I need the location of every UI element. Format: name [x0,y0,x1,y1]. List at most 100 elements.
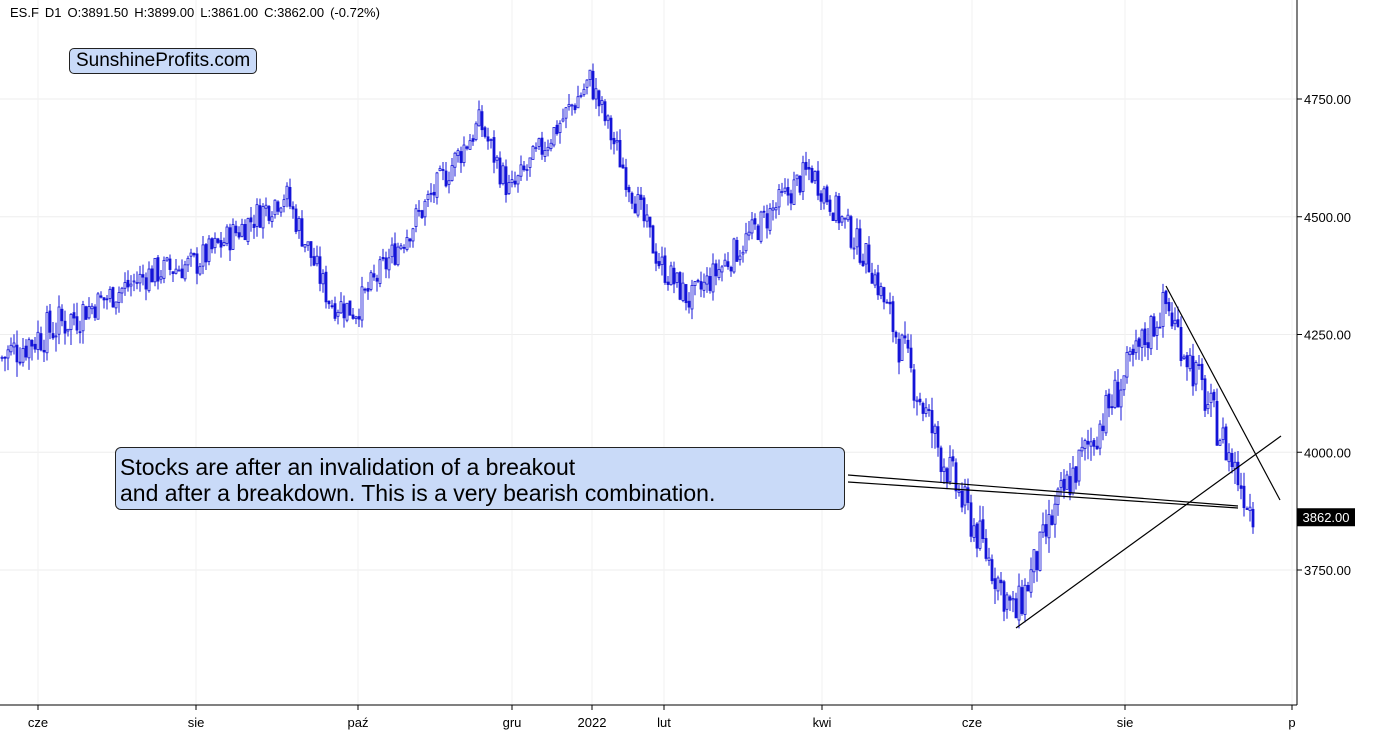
candle-body [117,292,121,303]
candle [510,170,514,188]
candle-body [501,165,505,185]
candle [1038,531,1042,572]
candle-body [174,268,178,274]
candle-body [219,240,223,248]
candle [1179,316,1183,367]
candle [798,174,802,196]
candle-body [735,239,739,262]
candle [123,272,127,296]
candle [546,139,550,157]
candle [597,89,601,117]
candle-body [804,161,808,170]
candle [1008,594,1012,611]
candle-body [882,287,886,303]
candle [768,203,772,235]
candle [618,129,622,168]
candle [1122,375,1126,396]
candle [231,218,235,250]
candle [867,236,871,273]
candle-body [906,339,910,349]
candle [0,355,4,362]
candle-body [261,206,265,229]
candle [663,247,667,285]
candle-body [312,256,316,266]
candle [1212,389,1216,408]
candle-body [561,118,565,122]
candle [756,223,760,241]
candle-body [822,188,826,204]
candle-body [12,342,16,348]
candle [558,120,562,144]
candle [723,253,727,267]
candle [1209,383,1213,417]
candle-body [816,170,820,196]
candle [312,247,316,267]
candle-body [567,104,571,108]
y-tick-label: 4500.00 [1304,210,1351,225]
candle-body [1164,290,1168,305]
candle [192,252,196,258]
candle-body [1101,425,1105,432]
candle [78,320,82,344]
candle [525,164,529,181]
candle [792,171,796,206]
candle [171,271,175,282]
candle-body [78,331,82,334]
candle-body [711,263,715,293]
candle [249,206,253,232]
candle-body [210,238,214,250]
candle [564,107,568,129]
candle-body [990,559,994,582]
candle [147,261,151,293]
candle-body [792,179,796,206]
candle [648,216,652,238]
candle-body [1149,316,1153,350]
candle-body [228,227,232,251]
candle-body [759,211,763,242]
candle [831,212,835,222]
candle [354,315,358,325]
candle [357,308,361,327]
candle [54,322,58,352]
candle-body [111,287,115,308]
candle-body [126,279,130,288]
candle [423,199,427,226]
candle [330,299,334,309]
candle [759,210,763,244]
candle-body [477,109,481,127]
candle-body [1140,329,1144,348]
candle-body [987,557,991,561]
candle [741,245,745,263]
candle-body [240,223,244,237]
candle [540,131,544,160]
candle [1017,573,1021,629]
candle [57,295,61,345]
candle [1089,427,1093,461]
candle-body [543,149,547,157]
candle-body [810,168,814,183]
candle-body [954,462,958,492]
candle-body [600,100,604,105]
candle-body [933,425,937,434]
candle [501,162,505,186]
candle-body [1155,326,1159,336]
candle [294,204,298,235]
candle-body [507,182,511,194]
candle [1143,322,1147,357]
candle-body [1245,508,1249,510]
candle [633,196,637,214]
candle [1104,390,1108,436]
candle [1242,472,1246,517]
candle-body [1083,440,1087,449]
candle-body [768,208,772,231]
candle-body [696,279,700,282]
candle-body [1200,363,1204,380]
candle [1116,369,1120,408]
candle-body [192,253,196,256]
candle-body [747,231,751,236]
candle-body [285,185,289,200]
candle [1002,579,1006,622]
candle-body [1233,461,1237,470]
candle [900,333,904,362]
x-tick-label: kwi [813,715,832,730]
